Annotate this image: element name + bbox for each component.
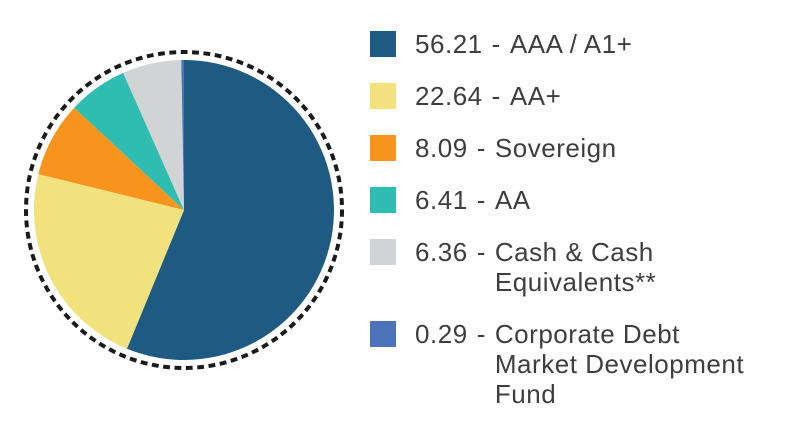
legend-value: 22.64 <box>415 81 483 111</box>
legend-text: 8.09 - Sovereign <box>415 133 617 163</box>
pie-slice-2 <box>38 107 185 210</box>
legend-item: 6.41 - AA <box>370 185 793 215</box>
pie-slice-1 <box>34 174 184 349</box>
legend-separator: - <box>491 81 501 111</box>
pie-slice-5 <box>181 59 184 211</box>
pie-dashed-outline <box>24 50 344 370</box>
pie-slice-0 <box>126 60 334 360</box>
legend-label: AAA / A1+ <box>509 29 633 59</box>
legend-text: 0.29 - Corporate Debt Market Development… <box>415 319 744 409</box>
legend-value: 56.21 <box>415 29 483 59</box>
legend-item: 6.36 - Cash & Cash Equivalents** <box>370 237 793 297</box>
legend-color-swatch <box>370 321 396 347</box>
legend-text: 22.64 - AA+ <box>415 81 561 111</box>
pie-slice-4 <box>123 60 184 210</box>
legend-separator: - <box>476 185 486 215</box>
legend-text: 6.36 - Cash & Cash Equivalents** <box>415 237 656 297</box>
legend-text: 6.41 - AA <box>415 185 531 215</box>
legend-color-swatch <box>370 135 396 161</box>
legend-separator: - <box>476 237 486 267</box>
legend-value: 6.41 <box>415 185 468 215</box>
legend-label: AA <box>494 185 531 215</box>
legend-value: 8.09 <box>415 133 468 163</box>
legend-item: 22.64 - AA+ <box>370 81 793 111</box>
legend-color-swatch <box>370 31 396 57</box>
legend-item: 56.21 - AAA / A1+ <box>370 29 793 59</box>
legend-color-swatch <box>370 187 396 213</box>
chart-legend: 56.21 - AAA / A1+ 22.64 - AA+ 8.09 - Sov… <box>370 29 793 431</box>
legend-value: 6.36 <box>415 237 468 267</box>
legend-separator: - <box>491 29 501 59</box>
legend-color-swatch <box>370 83 396 109</box>
pie-chart <box>24 50 344 370</box>
legend-separator: - <box>476 133 486 163</box>
legend-value: 0.29 <box>415 319 468 349</box>
legend-text: 56.21 - AAA / A1+ <box>415 29 632 59</box>
legend-label: Cash & Cash Equivalents** <box>494 237 657 297</box>
legend-item: 8.09 - Sovereign <box>370 133 793 163</box>
legend-item: 0.29 - Corporate Debt Market Development… <box>370 319 793 409</box>
legend-label: Corporate Debt Market Development Fund <box>494 319 745 409</box>
legend-label: Sovereign <box>494 133 617 163</box>
pie-slice-3 <box>74 72 184 211</box>
legend-separator: - <box>476 319 486 349</box>
legend-color-swatch <box>370 239 396 265</box>
legend-label: AA+ <box>509 81 562 111</box>
